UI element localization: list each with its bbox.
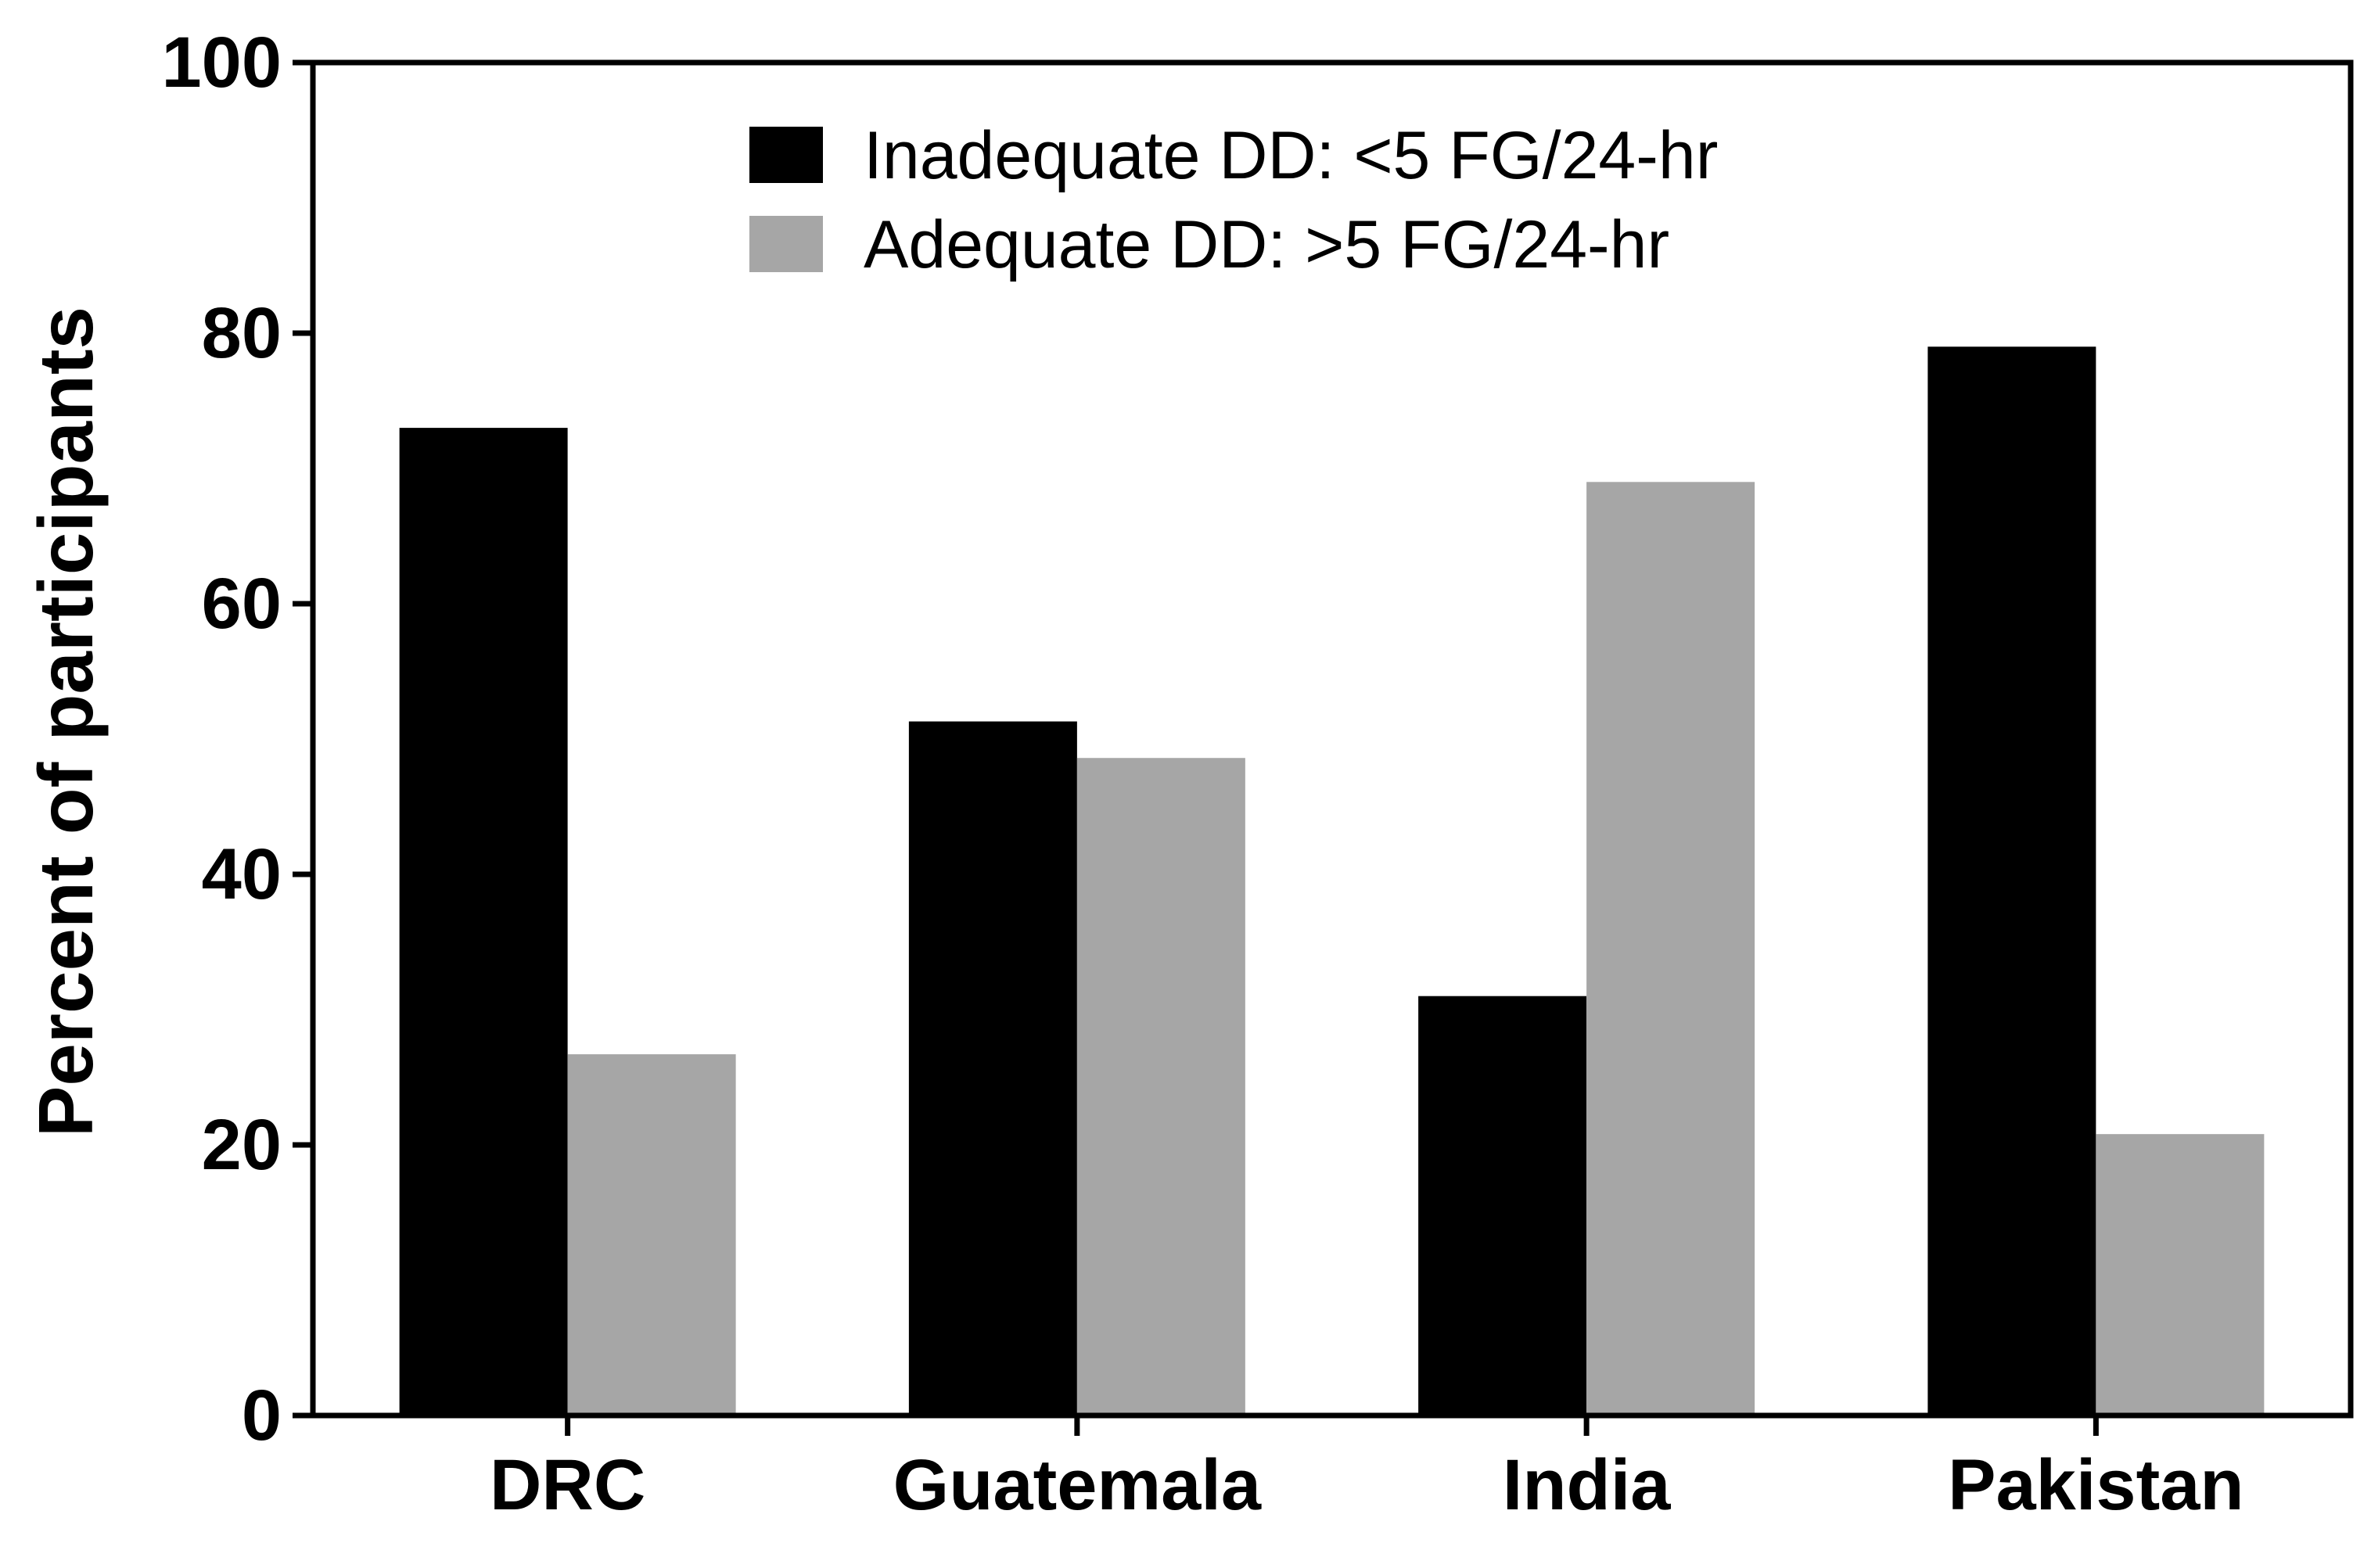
- y-tick-label: 20: [202, 1105, 282, 1185]
- x-axis: DRC Guatemala India Pakistan: [490, 1416, 2244, 1525]
- y-axis: 0 20 40 60 80 100: [162, 23, 313, 1455]
- y-tick-label: 0: [242, 1376, 282, 1455]
- legend: Inadequate DD: <5 FG/24-hr Adequate DD: …: [749, 118, 1718, 282]
- bar-adequate-pakistan: [2096, 1134, 2265, 1416]
- legend-swatch-inadequate: [749, 127, 823, 183]
- bar-adequate-india: [1586, 482, 1755, 1416]
- bars-group: [399, 346, 2265, 1416]
- x-tick-label: Pakistan: [1948, 1445, 2243, 1525]
- bar-inadequate-guatemala: [908, 721, 1077, 1416]
- bar-adequate-drc: [567, 1054, 736, 1416]
- bar-adequate-guatemala: [1076, 758, 1245, 1416]
- x-tick-label: DRC: [490, 1445, 645, 1525]
- legend-label-adequate: Adequate DD: >5 FG/24-hr: [864, 207, 1669, 282]
- x-tick-label: Guatemala: [893, 1445, 1262, 1525]
- y-tick-label: 100: [162, 23, 282, 102]
- y-tick-label: 80: [202, 293, 282, 373]
- plot-frame: [310, 59, 2354, 1419]
- y-tick-label: 60: [202, 564, 282, 644]
- bar-inadequate-india: [1418, 996, 1587, 1416]
- bar-inadequate-pakistan: [1927, 346, 2096, 1416]
- bar-inadequate-drc: [399, 428, 568, 1416]
- plot-border: [310, 59, 2354, 1419]
- legend-swatch-adequate: [749, 216, 823, 272]
- y-axis-title: Percent of participants: [23, 307, 109, 1137]
- legend-label-inadequate: Inadequate DD: <5 FG/24-hr: [864, 118, 1718, 193]
- x-tick-label: India: [1503, 1445, 1672, 1525]
- y-tick-label: 40: [202, 834, 282, 914]
